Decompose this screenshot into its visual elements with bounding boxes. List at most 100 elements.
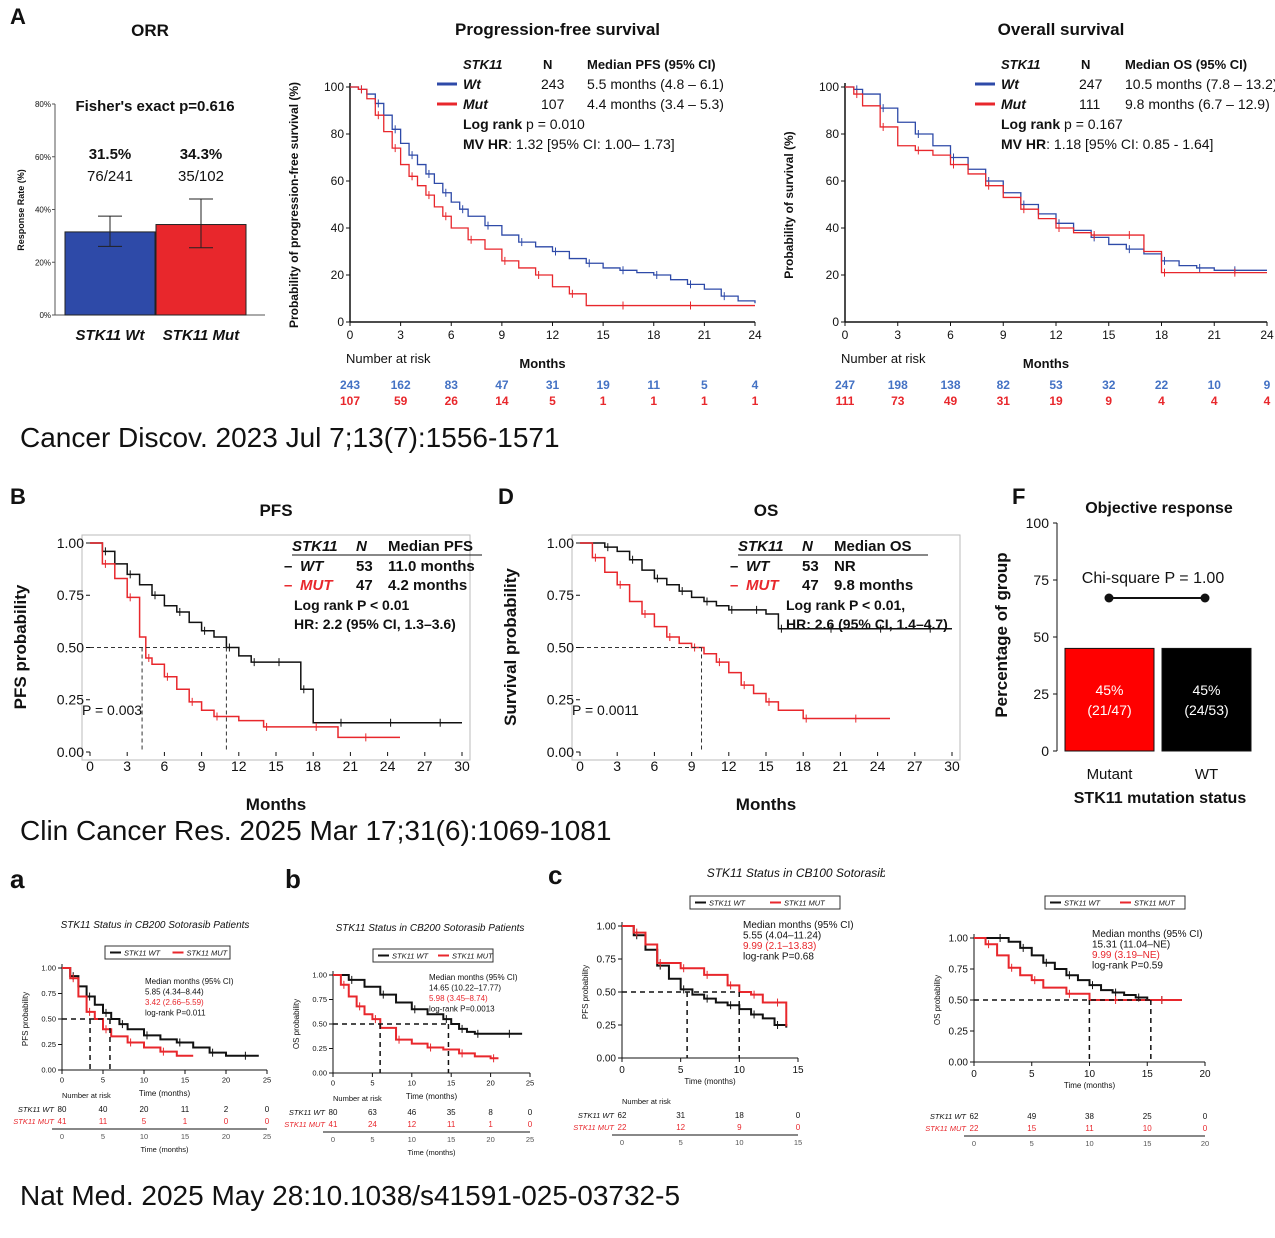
risk-count: 11 bbox=[647, 378, 660, 392]
x-tick-label: 0 bbox=[971, 1069, 977, 1080]
x-tick-label: 0 bbox=[60, 1076, 64, 1085]
risk-count: 247 bbox=[835, 378, 855, 392]
x-tick-label: 0 bbox=[347, 328, 354, 342]
stat-line: MV HR: 1.18 [95% CI: 0.85 - 1.64] bbox=[1001, 136, 1213, 152]
y-tick-label: 0.50 bbox=[597, 988, 617, 999]
error-bar bbox=[189, 198, 213, 249]
y-tick-label: 0.50 bbox=[949, 996, 969, 1007]
risk-table-title: Number at risk bbox=[841, 351, 926, 366]
risk-count: 49 bbox=[1027, 1112, 1036, 1121]
y-tick-label: 60 bbox=[331, 174, 345, 188]
x-tick-label: 25 bbox=[263, 1076, 271, 1085]
legend-label-wt: STK11 WT bbox=[709, 899, 747, 908]
y-tick-label: 0.00 bbox=[597, 1054, 617, 1065]
risk-count: 41 bbox=[329, 1120, 338, 1129]
risk-count: 46 bbox=[407, 1108, 416, 1117]
y-tick-label: 1.00 bbox=[312, 971, 327, 980]
risk-row-label: STK11 MUT bbox=[284, 1120, 326, 1129]
y-tick-label: 40 bbox=[331, 221, 345, 235]
legend-n: 247 bbox=[1079, 76, 1103, 92]
panel-label-A: A bbox=[10, 4, 26, 29]
risk-table-title: Number at risk bbox=[622, 1097, 671, 1106]
bar-value-label: 45% bbox=[1095, 682, 1123, 698]
x-tick-label: 20 bbox=[486, 1079, 494, 1088]
y-tick-label: 0.00 bbox=[547, 744, 574, 760]
x-tick-label: 10 bbox=[408, 1079, 416, 1088]
risk-count: 8 bbox=[488, 1108, 493, 1117]
risk-count: 1 bbox=[600, 394, 607, 408]
median-text: 15.31 (11.04–NE) bbox=[1092, 940, 1170, 951]
median-text: 5.55 (4.04–11.24) bbox=[743, 931, 821, 942]
y-tick-label: 0.00 bbox=[312, 1069, 327, 1078]
km-curve-wt bbox=[580, 542, 952, 630]
stat-line: HR: 2.6 (95% CI, 1.4–4.7) bbox=[786, 616, 948, 632]
km-curve-wt bbox=[845, 86, 1267, 271]
x-tick-label: 5 bbox=[101, 1076, 105, 1085]
y-axis-label: Survival probability bbox=[501, 568, 520, 726]
y-tick-label: 0.75 bbox=[949, 965, 969, 976]
bar-wt bbox=[1161, 647, 1252, 752]
fishers-exact-annotation: Fisher's exact p=0.616 bbox=[75, 98, 234, 115]
risk-count: 59 bbox=[394, 394, 408, 408]
x-tick-label: 0 bbox=[842, 328, 849, 342]
panel-label-a: a bbox=[10, 864, 25, 894]
x-tick-label: 27 bbox=[907, 758, 923, 774]
x-axis-label: Months bbox=[519, 356, 565, 371]
risk-table-title: Number at risk bbox=[62, 1091, 111, 1100]
risk-count: 1 bbox=[701, 394, 708, 408]
objective-response-bar-chart: Objective response 0 25 50 75 100 Percentage o… bbox=[992, 500, 1252, 807]
stat-line: Log rank P < 0.01, bbox=[786, 597, 905, 613]
risk-count: 63 bbox=[368, 1108, 377, 1117]
median-text: Median months (95% CI) bbox=[743, 920, 854, 931]
x-tick-label: 0 bbox=[619, 1065, 625, 1076]
x-tick-label: 0 bbox=[331, 1079, 335, 1088]
legend-group: Wt bbox=[1001, 76, 1020, 92]
risk-x-tick-label: 5 bbox=[101, 1132, 105, 1141]
risk-x-axis-label: Time (months) bbox=[407, 1148, 456, 1157]
orr-bar-chart: ORR 0% 20% 40% 60% 80% Response Rate (%) Fisher… bbox=[16, 21, 265, 344]
y-tick-label: 0.75 bbox=[597, 955, 617, 966]
bar-value-label: 31.5% bbox=[89, 146, 132, 163]
x-tick-label: 6 bbox=[651, 758, 659, 774]
panel-label-D: D bbox=[498, 484, 514, 509]
y-axis-label: PFS probability bbox=[581, 965, 590, 1019]
chart-title: STK11 Status in CB200 Sotorasib Patients bbox=[336, 923, 525, 934]
x-tick-label: 9 bbox=[198, 758, 206, 774]
median-text: Median months (95% CI) bbox=[429, 973, 518, 982]
risk-x-tick-label: 5 bbox=[679, 1138, 683, 1147]
risk-x-tick-label: 10 bbox=[1085, 1139, 1093, 1148]
km-curve-mut bbox=[333, 974, 499, 1060]
y-tick-label: 0.75 bbox=[41, 989, 56, 998]
risk-count: 80 bbox=[58, 1105, 67, 1114]
plot-frame bbox=[81, 534, 471, 761]
x-tick-label: 15 bbox=[447, 1079, 455, 1088]
x-tick-label: 3 bbox=[397, 328, 404, 342]
x-tick-label: 3 bbox=[123, 758, 131, 774]
risk-count: 41 bbox=[58, 1117, 67, 1126]
risk-count: 22 bbox=[970, 1124, 979, 1133]
legend-median: 9.8 months bbox=[834, 577, 913, 594]
x-tick-label: 9 bbox=[688, 758, 696, 774]
risk-count: 0 bbox=[796, 1111, 801, 1120]
legend-n: 107 bbox=[541, 96, 565, 112]
legend-box bbox=[1044, 895, 1186, 910]
panel-label-B: B bbox=[10, 484, 26, 509]
x-tick-label: 20 bbox=[1199, 1069, 1211, 1080]
y-tick-label: 0.25 bbox=[949, 1027, 969, 1038]
risk-count: 10 bbox=[1143, 1124, 1152, 1133]
x-tick-label: 0 bbox=[576, 758, 584, 774]
x-tick-label: 6 bbox=[448, 328, 455, 342]
median-text: log-rank P=0.011 bbox=[145, 1009, 206, 1018]
citation-nat-med: Nat Med. 2025 May 28:10.1038/s41591-025-… bbox=[20, 1180, 681, 1211]
os-km-chart-A: Overall survival 0 20 40 60 80 100 0 3 6 9 12 15 18 21… bbox=[782, 20, 1275, 408]
y-tick-label: 0.50 bbox=[41, 1015, 56, 1024]
risk-count: 138 bbox=[940, 378, 960, 392]
x-tick-label: 9 bbox=[499, 328, 506, 342]
x-tick-label: 24 bbox=[380, 758, 396, 774]
legend-group: MUT bbox=[300, 577, 334, 594]
legend-group: WT bbox=[300, 558, 325, 575]
x-tick-label: 12 bbox=[231, 758, 247, 774]
y-tick-label: 25 bbox=[1033, 686, 1049, 702]
risk-count: 10 bbox=[1208, 378, 1222, 392]
y-axis-label: Probability of progression-free survival… bbox=[287, 82, 301, 328]
